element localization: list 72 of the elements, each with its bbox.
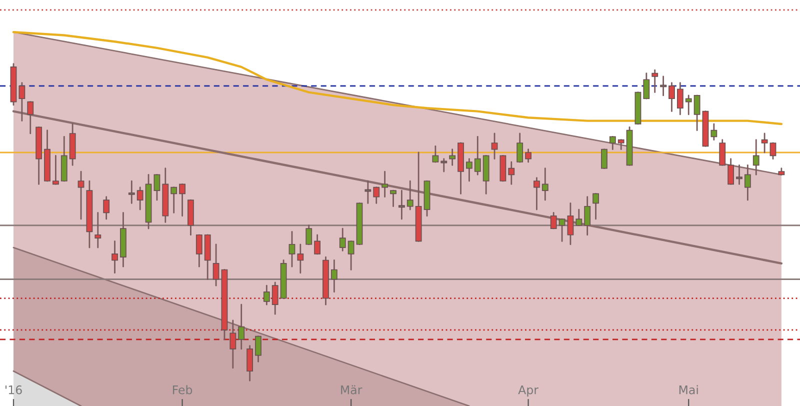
candlestick xyxy=(525,148,532,163)
candlestick xyxy=(78,170,84,220)
candlestick xyxy=(348,240,354,270)
x-tick-label: Mär xyxy=(341,385,362,394)
candlestick xyxy=(752,139,760,176)
candlestick xyxy=(542,168,548,201)
candlestick xyxy=(179,183,186,217)
candlestick xyxy=(128,180,135,204)
candlestick xyxy=(398,190,405,220)
candlestick xyxy=(744,164,751,201)
candlestick xyxy=(550,212,557,230)
candlestick xyxy=(103,196,110,220)
candlestick xyxy=(364,180,372,204)
x-tick-label: '16 xyxy=(6,385,22,394)
candlestick xyxy=(246,345,253,382)
candlestick xyxy=(601,148,608,170)
candlestick xyxy=(609,136,616,150)
candlestick xyxy=(516,132,524,163)
candlestick xyxy=(466,158,472,182)
x-tick-label: Apr xyxy=(518,386,538,397)
candlestick xyxy=(52,154,59,185)
candlestick xyxy=(432,145,439,163)
candlestick xyxy=(27,101,34,134)
candlestick xyxy=(770,142,776,160)
candlestick xyxy=(567,202,574,246)
candlestick xyxy=(592,192,599,220)
candlestick xyxy=(212,244,220,286)
candlestick xyxy=(710,123,718,141)
candlestick xyxy=(534,177,540,210)
candlestick xyxy=(255,336,262,362)
candlestick xyxy=(508,161,515,185)
candlestick xyxy=(449,148,456,166)
candlestick xyxy=(18,82,26,122)
candlestick xyxy=(136,186,144,210)
candlestick xyxy=(728,158,734,185)
candlestick xyxy=(154,174,160,201)
candlestick xyxy=(618,139,624,150)
candlestick xyxy=(558,218,566,242)
candlestick xyxy=(660,76,666,96)
candlestick xyxy=(406,180,414,210)
candlestick xyxy=(112,240,118,274)
candlestick xyxy=(330,260,338,293)
candlestick xyxy=(652,69,658,93)
candlestick xyxy=(297,244,304,274)
candlestick xyxy=(584,196,591,236)
candlestick xyxy=(474,136,481,176)
candlestick xyxy=(736,164,742,185)
candlestick xyxy=(373,186,380,204)
candlestick xyxy=(196,234,202,268)
candlestick xyxy=(643,72,650,100)
candlestick xyxy=(694,94,700,132)
candlestick xyxy=(382,170,388,198)
x-tick-label: Feb xyxy=(172,385,192,394)
candlestick xyxy=(339,228,346,252)
x-tick-label: Mai xyxy=(679,385,698,394)
candlestick xyxy=(272,282,278,315)
candlestick xyxy=(576,208,582,226)
candlestick xyxy=(170,186,178,214)
candlestick xyxy=(263,284,270,306)
candlestick xyxy=(288,231,296,268)
candlestick xyxy=(668,82,675,112)
candlestick xyxy=(238,304,245,350)
candlestick xyxy=(685,94,692,116)
candlestick xyxy=(306,224,312,246)
candlestick xyxy=(491,132,498,160)
candlestick xyxy=(94,212,102,248)
candlestick xyxy=(230,320,236,369)
candlestick xyxy=(719,139,726,166)
candlestick xyxy=(761,132,768,154)
candlestick xyxy=(314,234,321,255)
candlestick xyxy=(390,190,396,208)
candlestick xyxy=(676,82,684,116)
